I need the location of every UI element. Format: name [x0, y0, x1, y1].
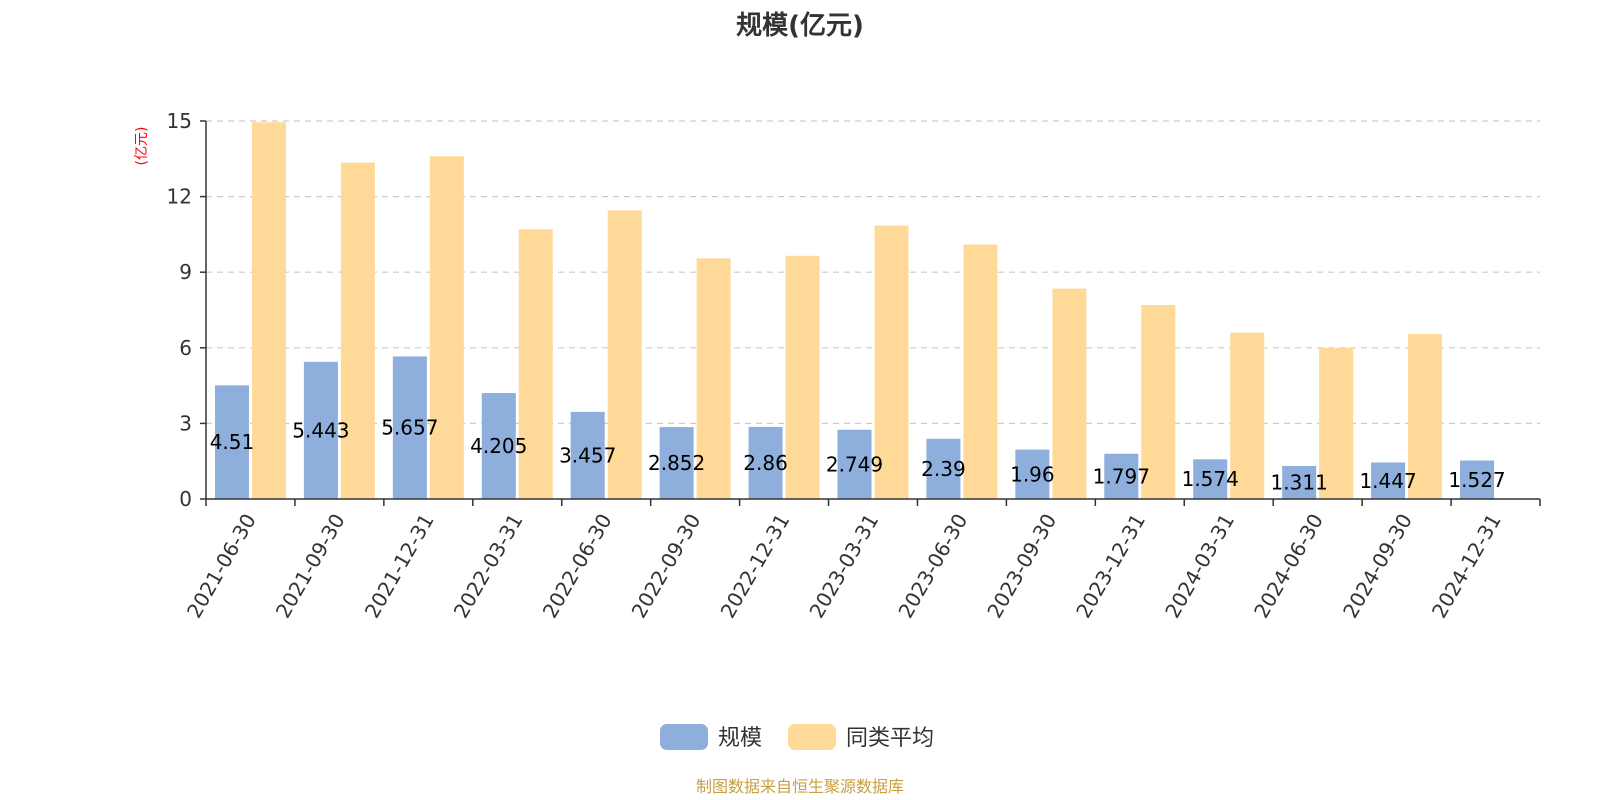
x-tick-label: 2023-12-31	[1071, 510, 1150, 623]
bar-series-1	[748, 426, 783, 499]
bar-series-1	[303, 361, 338, 499]
x-tick-label: 2023-06-30	[893, 510, 972, 623]
x-tick-label: 2021-06-30	[182, 510, 261, 623]
x-tick-label: 2022-06-30	[538, 510, 617, 623]
bar-series-1	[1371, 462, 1406, 499]
x-tick-label: 2021-12-31	[360, 510, 439, 623]
bar-series-1	[481, 393, 516, 499]
x-tick-label: 2023-09-30	[982, 510, 1061, 623]
x-tick-label: 2021-09-30	[271, 510, 350, 623]
data-label: 1.574	[1182, 467, 1239, 491]
data-label: 5.657	[381, 416, 438, 440]
legend-item-series-1[interactable]: 规模	[660, 724, 762, 751]
bar-series-2	[696, 258, 731, 499]
y-axis-unit-label: (亿元)	[134, 127, 150, 166]
x-tick-label: 2024-09-30	[1338, 510, 1417, 623]
data-label: 1.311	[1271, 470, 1328, 494]
bar-series-1	[1104, 453, 1139, 499]
data-label: 1.797	[1093, 464, 1150, 488]
data-label: 2.749	[826, 452, 883, 476]
bar-series-2	[874, 225, 909, 499]
bar-series-2	[963, 244, 998, 499]
bar-series-2	[1319, 347, 1354, 499]
bars	[214, 122, 1495, 500]
data-label: 4.51	[210, 430, 255, 454]
bar-series-1	[659, 427, 694, 499]
y-tick-label: 12	[167, 185, 192, 209]
data-label: 5.443	[292, 418, 349, 442]
x-tick-label: 2022-03-31	[449, 510, 528, 623]
data-label: 2.852	[648, 451, 705, 475]
legend-swatch-series-2	[788, 724, 836, 750]
data-label: 1.527	[1448, 468, 1505, 492]
x-tick-label: 2023-03-31	[804, 510, 883, 623]
legend-item-series-2[interactable]: 同类平均	[788, 724, 934, 751]
bar-series-2	[518, 229, 553, 500]
data-label: 1.96	[1010, 462, 1055, 486]
y-tick-label: 9	[179, 260, 192, 284]
bar-series-2	[1408, 333, 1443, 499]
bar-series-2	[340, 162, 375, 499]
legend-swatch-series-1	[660, 724, 708, 750]
x-tick-label: 2024-06-30	[1249, 510, 1328, 623]
legend[interactable]: 规模 同类平均	[660, 724, 934, 751]
data-label: 4.205	[470, 434, 527, 458]
x-tick-label: 2022-12-31	[715, 510, 794, 623]
x-tick-label: 2024-03-31	[1160, 510, 1239, 623]
data-label: 1.447	[1359, 469, 1416, 493]
x-tick-label: 2022-09-30	[627, 510, 706, 623]
data-label: 2.39	[921, 457, 966, 481]
bar-series-1	[570, 411, 605, 499]
bar-series-1	[1282, 465, 1317, 499]
x-tick-label: 2024-12-31	[1427, 510, 1506, 623]
grid-lines	[206, 120, 1540, 424]
chart-title: 规模(亿元)	[736, 11, 864, 41]
bar-series-1	[837, 429, 872, 499]
data-source-note: 制图数据来自恒生聚源数据库	[696, 777, 904, 796]
data-label: 2.86	[743, 451, 788, 475]
bar-series-2	[607, 210, 642, 499]
bar-series-2	[1230, 332, 1265, 499]
y-tick-label: 0	[179, 487, 192, 511]
legend-label-series-1: 规模	[718, 726, 762, 751]
data-labels: 4.51 5.443 5.657 4.205 3.457 2.852 2.86 2.749 2.…	[210, 416, 1506, 495]
data-label: 3.457	[559, 443, 616, 467]
legend-label-series-2: 同类平均	[846, 726, 934, 751]
y-tick-label: 15	[167, 109, 192, 133]
bar-series-1	[1460, 460, 1495, 499]
y-tick-label: 6	[179, 336, 192, 360]
y-tick-label: 3	[179, 411, 192, 435]
bar-series-2	[1141, 304, 1176, 499]
bar-series-1	[926, 438, 961, 499]
bar-series-1	[214, 385, 249, 499]
bar-series-1	[1193, 459, 1228, 499]
bar-series-2	[429, 156, 464, 499]
bar-series-2	[251, 122, 286, 499]
bar-series-2	[785, 255, 820, 499]
bar-series-1	[392, 356, 427, 499]
bar-series-1	[1015, 449, 1050, 499]
bar-series-2	[1052, 288, 1087, 499]
